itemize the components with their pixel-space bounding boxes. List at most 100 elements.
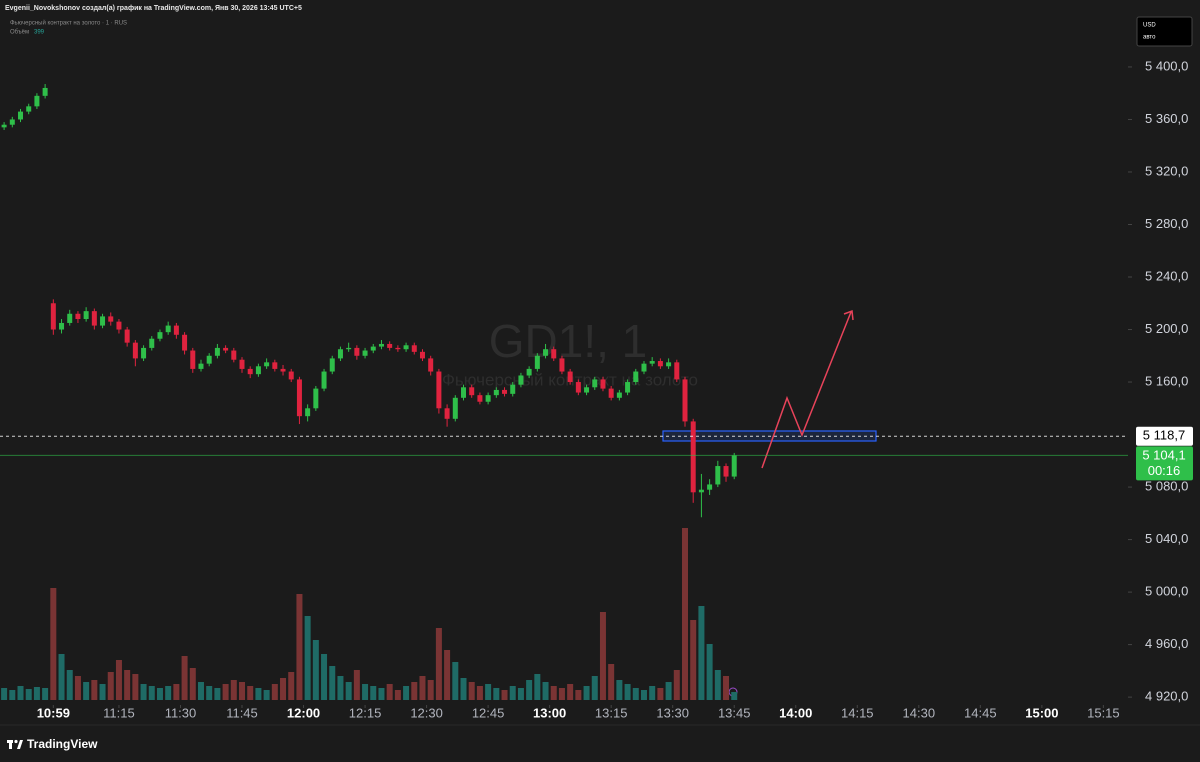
volume-bar xyxy=(657,688,664,700)
volume-bar xyxy=(189,668,196,700)
volume-bar xyxy=(33,687,40,700)
x-tick-label: 12:00 xyxy=(287,705,320,720)
volume-bar xyxy=(476,686,483,700)
volume-bar xyxy=(296,594,303,700)
legend-symbol: Фьючерсный контракт на золото · 1 · RUS xyxy=(10,20,127,27)
volume-bar xyxy=(460,678,467,700)
y-tick-label: 5 320,0 xyxy=(1145,163,1188,178)
y-tick-label: 5 040,0 xyxy=(1145,531,1188,546)
volume-bar xyxy=(222,684,229,700)
candle-body xyxy=(198,363,204,369)
volume-bar xyxy=(362,684,369,700)
candle-body xyxy=(378,343,384,347)
candle-body xyxy=(387,343,393,348)
candle-body xyxy=(132,342,138,359)
volume-bar xyxy=(83,682,90,700)
volume-bar xyxy=(468,682,475,700)
candle-body xyxy=(223,347,229,351)
volume-bar xyxy=(214,688,221,700)
volume-bar xyxy=(255,688,262,700)
candle-body xyxy=(313,388,319,409)
candle-body xyxy=(436,371,442,409)
candle-body xyxy=(485,395,491,402)
volume-bar xyxy=(378,688,385,700)
candle-body xyxy=(608,388,614,398)
x-tick-label: 12:45 xyxy=(472,705,505,720)
candle-body xyxy=(247,368,253,375)
header: Evgenii_Novokshonov создал(а) график на … xyxy=(5,5,302,12)
path-drawing[interactable] xyxy=(761,311,852,469)
volume-bar xyxy=(247,686,254,700)
volume-bar xyxy=(723,676,730,700)
y-tick-label: 5 400,0 xyxy=(1145,58,1188,73)
volume-bar xyxy=(682,528,689,700)
volume-bar xyxy=(583,686,590,700)
candle-body xyxy=(337,349,343,359)
candle-body xyxy=(674,362,680,380)
candle-body xyxy=(723,466,729,477)
volume-bar xyxy=(640,690,647,700)
volume-bar xyxy=(567,684,574,700)
volume-bar xyxy=(132,674,139,700)
volume-bar xyxy=(42,688,49,700)
candle-body xyxy=(9,119,15,125)
candle-body xyxy=(469,387,475,396)
candle-body xyxy=(682,379,688,422)
volume-bar xyxy=(370,686,377,700)
scale-currency[interactable]: USD xyxy=(1143,23,1156,29)
candle-body xyxy=(83,311,89,320)
y-tick-label: 5 360,0 xyxy=(1145,111,1188,126)
scale-mode[interactable]: авто xyxy=(1143,35,1156,41)
candle-body xyxy=(182,334,188,351)
x-tick-label: 13:45 xyxy=(718,705,751,720)
volume-bar xyxy=(50,588,57,700)
volume-bar xyxy=(591,676,598,700)
candle-body xyxy=(698,489,704,493)
volume-bar xyxy=(156,688,163,700)
candle-body xyxy=(288,371,294,380)
volume-bar xyxy=(435,628,442,700)
candle-body xyxy=(526,368,532,376)
candle-body xyxy=(666,362,672,367)
volume-bar xyxy=(1,688,8,700)
volume-bar xyxy=(386,684,393,700)
candle-body xyxy=(592,379,598,388)
candle-body xyxy=(403,345,409,350)
volume-bar xyxy=(206,686,213,700)
x-tick-label: 13:15 xyxy=(595,705,628,720)
volume-bar xyxy=(706,644,713,700)
candle-body xyxy=(616,392,622,398)
volume-bar xyxy=(616,680,623,700)
watermark-title: GD1!, 1 xyxy=(489,315,648,367)
candle-body xyxy=(214,347,220,356)
candle-body xyxy=(428,358,434,372)
volume-bar xyxy=(558,688,565,700)
candle-body xyxy=(141,347,147,359)
candle-body xyxy=(124,329,130,343)
volume-bar xyxy=(107,672,114,700)
x-tick-label: 14:00 xyxy=(779,705,812,720)
volume-bar xyxy=(485,684,492,700)
volume-bar xyxy=(124,670,131,700)
candle-body xyxy=(26,106,32,112)
candle-body xyxy=(715,466,721,485)
scale-box[interactable] xyxy=(1136,16,1193,47)
candle-body xyxy=(157,332,163,339)
x-tick-label: 13:30 xyxy=(656,705,689,720)
volume-bar xyxy=(599,612,606,700)
volume-bar xyxy=(501,690,508,700)
candle-body xyxy=(395,347,401,350)
volume-bar xyxy=(345,682,352,700)
arrow-head xyxy=(843,309,854,321)
candle-body xyxy=(600,379,606,389)
volume-bar xyxy=(99,684,106,700)
candle-body xyxy=(649,361,655,364)
volume-bar xyxy=(624,684,631,700)
volume-bar xyxy=(230,680,237,700)
volume-bar xyxy=(444,650,451,700)
candle-body xyxy=(255,366,261,375)
volume-bar xyxy=(197,682,204,700)
candle-body xyxy=(100,316,106,326)
candle-body xyxy=(321,371,327,389)
x-tick-label: 15:00 xyxy=(1025,705,1058,720)
